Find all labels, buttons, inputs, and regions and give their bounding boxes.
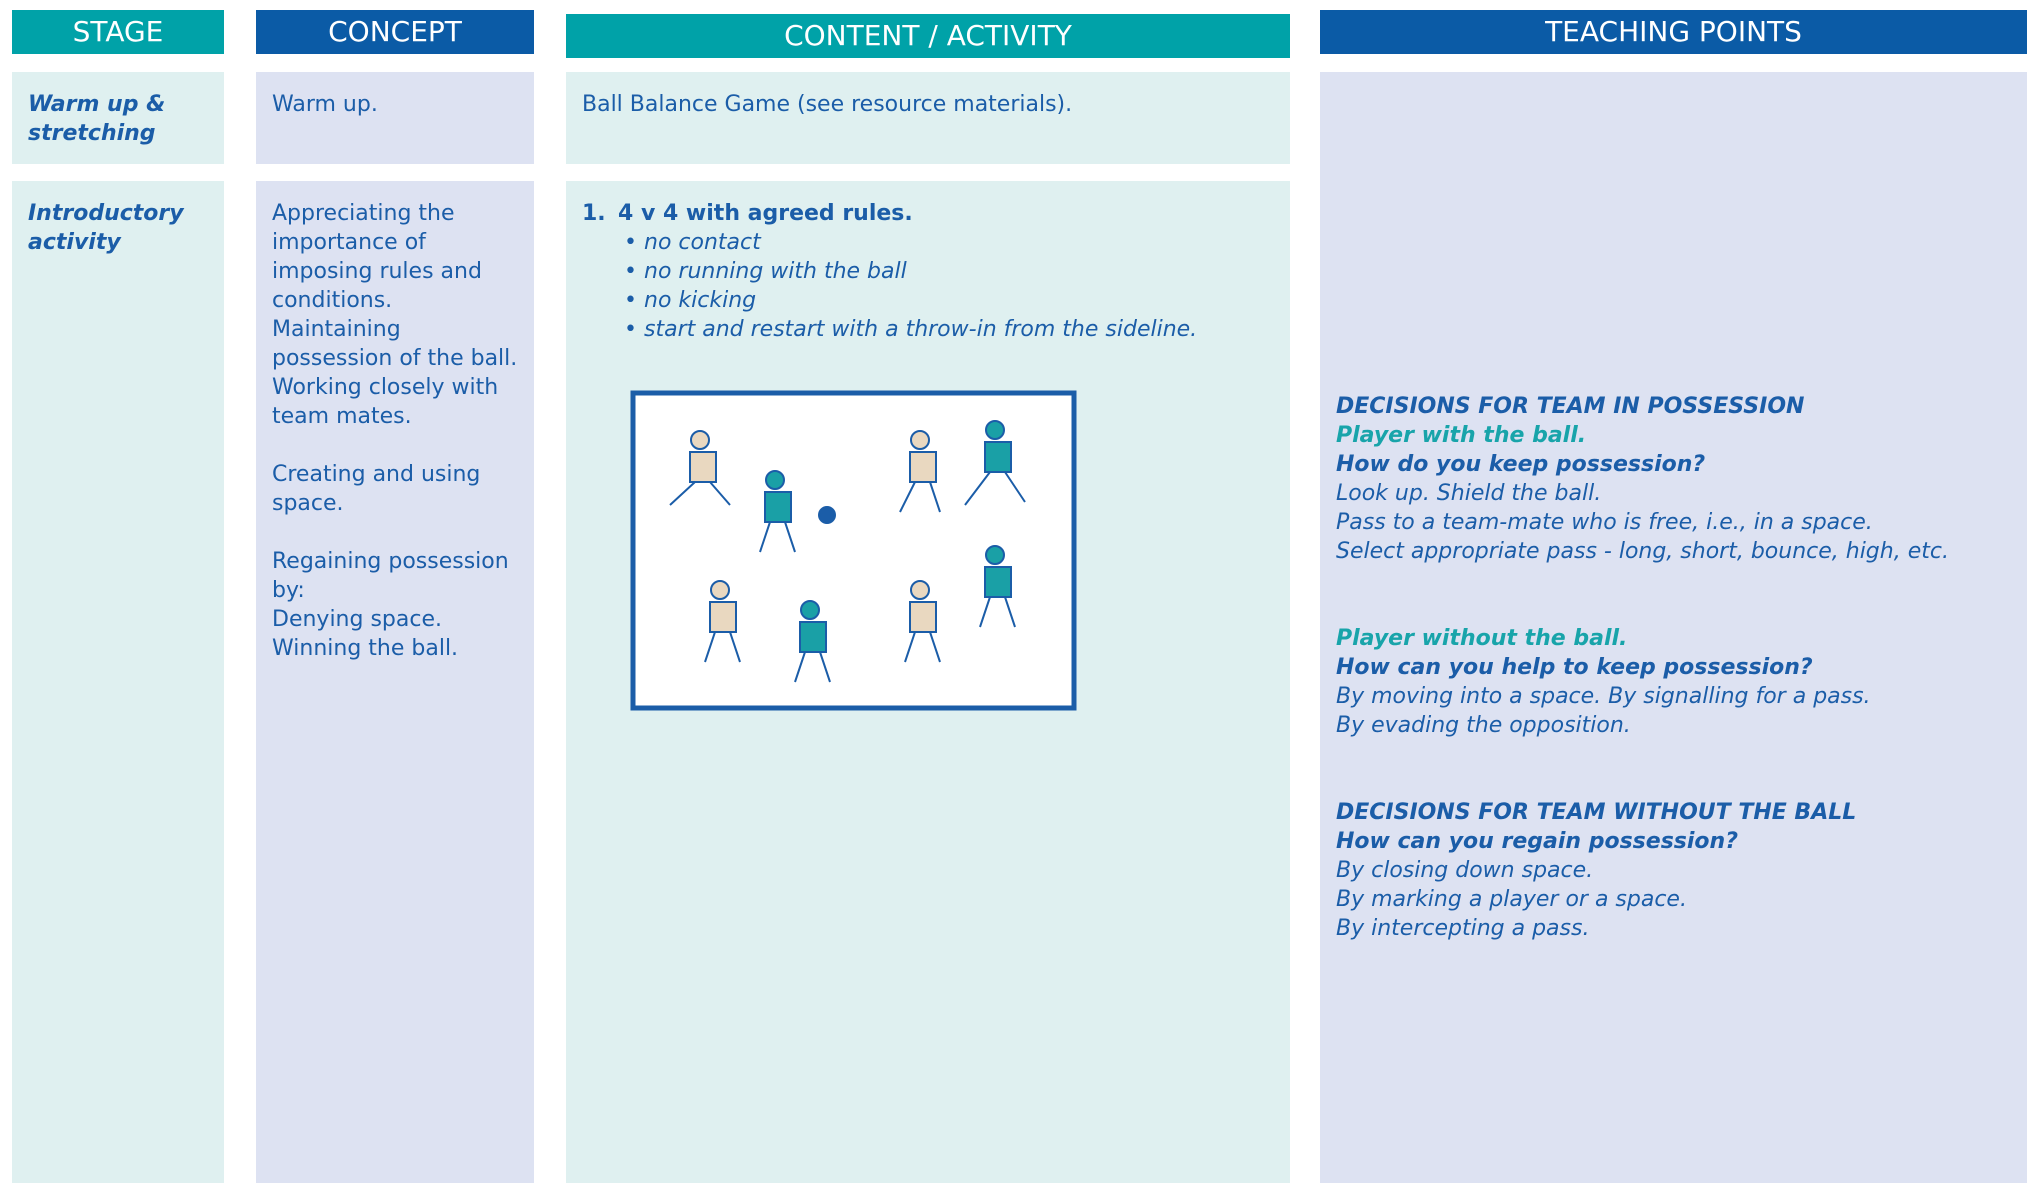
concept-line: Warm up. [272,92,378,117]
teaching-subheading: Player without the ball. [1336,626,1628,651]
concept-paragraph: Warm up. [272,90,518,119]
teaching-line: By marking a player or a space. [1336,887,1687,912]
teaching-group: DECISIONS FOR TEAM IN POSSESSION Player w… [1336,392,2011,566]
column-header: TEACHING POINTS [1320,10,2027,54]
teaching-group: DECISIONS FOR TEAM WITHOUT THE BALL How c… [1336,798,2011,943]
concept-line: Creating and using space. [272,462,481,516]
activity-title-text: 4 v 4 with agreed rules. [618,201,913,226]
column-header: STAGE [12,10,224,54]
activity-number: 1. [582,201,606,226]
table-cell: Appreciating the importance of imposing … [256,181,534,1183]
content-text: Ball Balance Game (see resource material… [582,92,1073,117]
concept-paragraph: Regaining possession by: Denying space. Wi… [272,547,518,663]
concept-line: Denying space. [272,607,442,632]
teaching-line: By evading the opposition. [1336,713,1631,738]
stage-text: Introductory activity [28,201,184,255]
teaching-subheading: Player with the ball. [1336,423,1587,448]
table-cell: Warm up. [256,72,534,164]
teaching-line: Select appropriate pass - long, short, b… [1336,539,1949,564]
activity-bullet: no contact [582,228,1274,257]
stage-text: Warm up & stretching [28,92,166,146]
teaching-question: How can you help to keep possession? [1336,655,1813,680]
concept-paragraph: Creating and using space. [272,460,518,518]
table-cell: Ball Balance Game (see resource material… [566,72,1290,164]
table-cell: Introductory activity [12,181,224,1183]
concept-line: Regaining possession by: [272,549,509,603]
table-cell: Warm up & stretching [12,72,224,164]
teaching-question: How do you keep possession? [1336,452,1706,477]
teaching-question: How can you regain possession? [1336,829,1738,854]
teaching-line: By intercepting a pass. [1336,916,1590,941]
teaching-line: Look up. Shield the ball. [1336,481,1602,506]
concept-line: Maintaining possession of the ball. Work… [272,317,518,429]
column-header: CONTENT / ACTIVITY [566,14,1290,58]
teaching-group: Player without the ball. How can you help… [1336,624,2011,740]
illustration [630,390,1077,711]
activity-bullet: start and restart with a throw-in from t… [582,315,1274,344]
concept-paragraph: Appreciating the importance of imposing … [272,199,518,431]
teaching-heading: DECISIONS FOR TEAM WITHOUT THE BALL [1336,800,1857,825]
activity-title: 1. 4 v 4 with agreed rules. [582,199,1274,228]
column-header: CONCEPT [256,10,534,54]
activity-bullet: no running with the ball [582,257,1274,286]
table-cell: DECISIONS FOR TEAM IN POSSESSION Player w… [1320,181,2027,1183]
teaching-line: By moving into a space. By signalling fo… [1336,684,1871,709]
activity-bullet: no kicking [582,286,1274,315]
teaching-heading: DECISIONS FOR TEAM IN POSSESSION [1336,394,1805,419]
concept-line: Appreciating the importance of imposing … [272,201,482,313]
teaching-line: By closing down space. [1336,858,1594,883]
concept-line: Winning the ball. [272,636,459,661]
teaching-line: Pass to a team-mate who is free, i.e., i… [1336,510,1873,535]
